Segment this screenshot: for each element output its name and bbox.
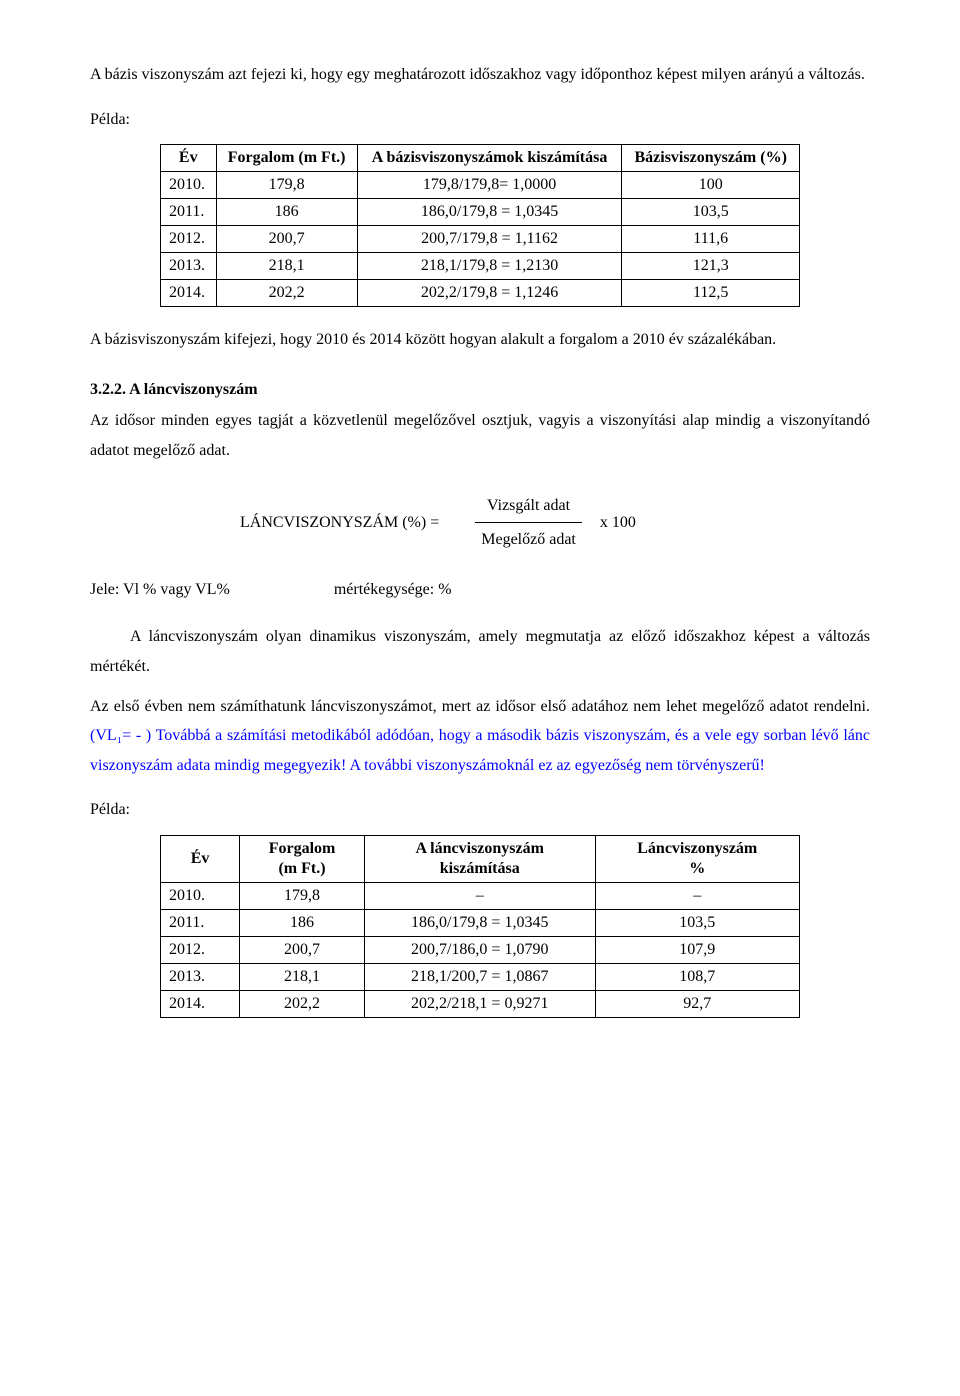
example-label-2: Példa: (90, 795, 870, 825)
table-row: 2012.200,7200,7/186,0 = 1,0790107,9 (161, 936, 800, 963)
table-bazis: Év Forgalom (m Ft.) A bázisviszonyszámok… (160, 144, 800, 307)
table-header-row: Év Forgalom (m Ft.) A láncviszonyszám ki… (161, 835, 800, 882)
th-calc: A bázisviszonyszámok kiszámítása (357, 145, 622, 172)
jele-line: Jele: Vl % vagy VL% mértékegysége: % (90, 575, 870, 605)
table-row: 2010.179,8179,8/179,8= 1,0000100 (161, 172, 800, 199)
th-forgalom-l2: (m Ft.) (278, 860, 325, 877)
th-forgalom: Forgalom (m Ft.) (216, 145, 357, 172)
table-cell: 202,2 (240, 990, 365, 1017)
table-cell: 202,2/218,1 = 0,9271 (364, 990, 595, 1017)
table-cell: 200,7 (240, 936, 365, 963)
table-cell: 2013. (161, 963, 240, 990)
table-cell: 200,7/179,8 = 1,1162 (357, 226, 622, 253)
section-title: 3.2.2. A láncviszonyszám (90, 375, 870, 405)
th-result-l1: Láncviszonyszám (637, 840, 757, 857)
th-calc-l2: kiszámítása (440, 860, 520, 877)
table-cell: 2014. (161, 280, 217, 307)
para2-part1: Az első évben nem számíthatunk láncviszo… (90, 698, 870, 715)
th-result: Bázisviszonyszám (%) (622, 145, 800, 172)
th-calc: A láncviszonyszám kiszámítása (364, 835, 595, 882)
th-result-l2: % (689, 860, 705, 877)
table-cell: 186 (216, 199, 357, 226)
table-cell: 2013. (161, 253, 217, 280)
table-cell: 111,6 (622, 226, 800, 253)
table-cell: 108,7 (595, 963, 800, 990)
table-cell: 218,1/200,7 = 1,0867 (364, 963, 595, 990)
table-cell: 202,2 (216, 280, 357, 307)
table-cell: 2012. (161, 936, 240, 963)
example-label-1: Példa: (90, 105, 870, 135)
table-cell: 218,1/179,8 = 1,2130 (357, 253, 622, 280)
table-row: 2011.186186,0/179,8 = 1,0345103,5 (161, 909, 800, 936)
table-cell: 103,5 (622, 199, 800, 226)
table-cell: 186 (240, 909, 365, 936)
section-body: Az idősor minden egyes tagját a közvetle… (90, 406, 870, 465)
table-cell: 92,7 (595, 990, 800, 1017)
table-cell: – (364, 882, 595, 909)
table-cell: 107,9 (595, 936, 800, 963)
formula-lancviszonyszam: LÁNCVISZONYSZÁM (%) = Vizsgált adat Mege… (240, 491, 870, 555)
table-row: 2014.202,2202,2/218,1 = 0,927192,7 (161, 990, 800, 1017)
table-cell: 218,1 (216, 253, 357, 280)
formula-numerator: Vizsgált adat (481, 491, 576, 523)
table-cell: 2010. (161, 882, 240, 909)
table-row: 2012.200,7200,7/179,8 = 1,1162111,6 (161, 226, 800, 253)
formula-denominator: Megelőző adat (475, 523, 582, 555)
table-cell: 200,7 (216, 226, 357, 253)
formula-lhs: LÁNCVISZONYSZÁM (%) = (240, 508, 439, 538)
table-cell: 200,7/186,0 = 1,0790 (364, 936, 595, 963)
th-result: Láncviszonyszám % (595, 835, 800, 882)
jele-label: Jele: Vl % vagy VL% (90, 575, 230, 605)
th-forgalom-l1: Forgalom (269, 840, 336, 857)
table-cell: 179,8 (240, 882, 365, 909)
table-cell: 2012. (161, 226, 217, 253)
table-cell: 179,8/179,8= 1,0000 (357, 172, 622, 199)
table-cell: 2014. (161, 990, 240, 1017)
table-cell: 2011. (161, 199, 217, 226)
para2-blue: (VL₁= - ) Továbbá a számítási metodikábó… (90, 727, 870, 774)
table-cell: 112,5 (622, 280, 800, 307)
table-cell: 121,3 (622, 253, 800, 280)
table-row: 2010.179,8–– (161, 882, 800, 909)
table-cell: 218,1 (240, 963, 365, 990)
th-calc-l1: A láncviszonyszám (416, 840, 544, 857)
th-year: Év (161, 835, 240, 882)
table-cell: 186,0/179,8 = 1,0345 (364, 909, 595, 936)
table-cell: – (595, 882, 800, 909)
formula-rhs: x 100 (600, 508, 636, 538)
paragraph-lead: A láncviszonyszám olyan dinamikus viszon… (90, 622, 870, 681)
jele-unit: mértékegysége: % (334, 575, 452, 605)
table-cell: 2011. (161, 909, 240, 936)
intro-paragraph: A bázis viszonyszám azt fejezi ki, hogy … (90, 60, 870, 90)
th-year: Év (161, 145, 217, 172)
table-cell: 2010. (161, 172, 217, 199)
table-cell: 179,8 (216, 172, 357, 199)
table-lanc: Év Forgalom (m Ft.) A láncviszonyszám ki… (160, 835, 800, 1018)
table-cell: 202,2/179,8 = 1,1246 (357, 280, 622, 307)
table-row: 2014.202,2202,2/179,8 = 1,1246112,5 (161, 280, 800, 307)
table-cell: 186,0/179,8 = 1,0345 (357, 199, 622, 226)
after-table1-paragraph: A bázisviszonyszám kifejezi, hogy 2010 é… (90, 325, 870, 355)
paragraph-explanation: Az első évben nem számíthatunk láncviszo… (90, 692, 870, 781)
th-forgalom: Forgalom (m Ft.) (240, 835, 365, 882)
formula-fraction: Vizsgált adat Megelőző adat (475, 491, 582, 555)
table-row: 2013.218,1218,1/200,7 = 1,0867108,7 (161, 963, 800, 990)
table-cell: 103,5 (595, 909, 800, 936)
table-header-row: Év Forgalom (m Ft.) A bázisviszonyszámok… (161, 145, 800, 172)
table-row: 2013.218,1218,1/179,8 = 1,2130121,3 (161, 253, 800, 280)
table-cell: 100 (622, 172, 800, 199)
table-row: 2011.186186,0/179,8 = 1,0345103,5 (161, 199, 800, 226)
